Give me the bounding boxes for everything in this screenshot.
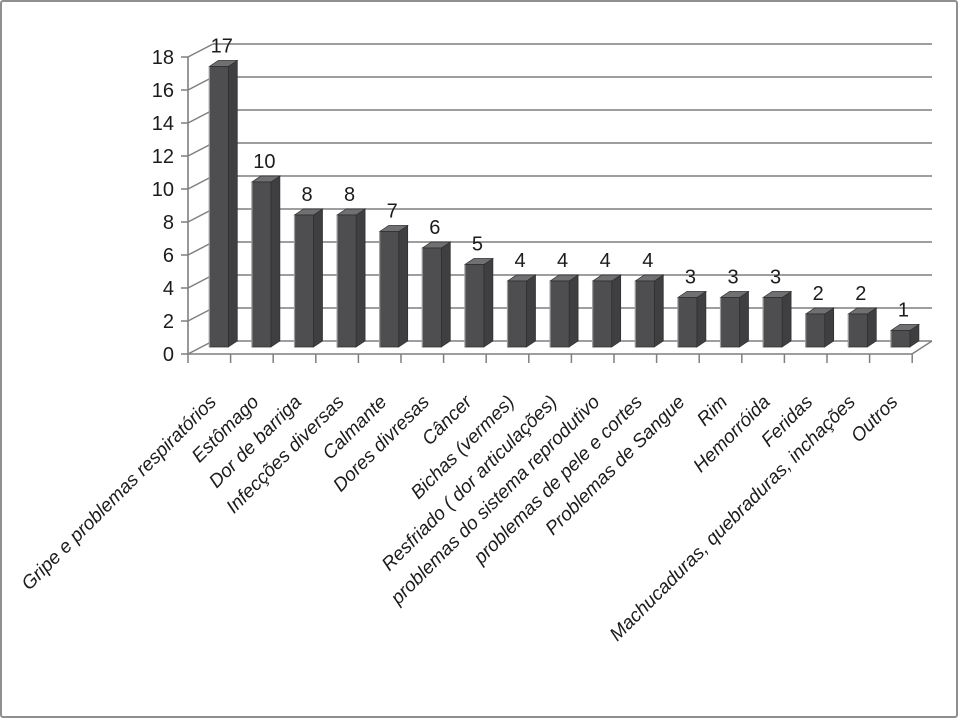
y-tick-label: 4 [163, 278, 174, 300]
bar-side-face [227, 59, 238, 348]
bar-value-label: 2 [855, 283, 866, 305]
bar-front-face [464, 264, 485, 348]
bar-side-face [398, 224, 409, 348]
bar-side-face [313, 208, 323, 348]
y-tick-label: 0 [163, 344, 174, 366]
bar-side-face [526, 274, 536, 348]
bar-value-label: 8 [344, 184, 355, 206]
bar-front-face [294, 214, 314, 348]
bar-front-face [549, 280, 570, 348]
bar-value-label: 1 [898, 300, 909, 322]
y-tick-label: 2 [163, 311, 174, 333]
bar-side-face [483, 257, 494, 348]
bar-front-face [847, 313, 868, 348]
y-tick-label: 18 [152, 47, 174, 69]
bar-value-label: 3 [770, 267, 781, 289]
bar-front-face [421, 247, 442, 348]
bar-value-label: 5 [472, 234, 483, 256]
bar-side-face [824, 307, 835, 348]
bar-front-face [507, 280, 527, 348]
bar-front-face [890, 330, 911, 348]
bar-front-face [379, 231, 400, 348]
bar-value-label: 2 [813, 283, 824, 305]
bar-value-label: 4 [557, 250, 568, 272]
bar-value-label: 17 [211, 36, 233, 58]
bar-side-face [696, 290, 707, 348]
bar-side-face [355, 208, 366, 348]
y-tick-label: 8 [163, 212, 174, 234]
bar-side-face [781, 290, 792, 348]
bar-front-face [336, 214, 357, 348]
bar-value-label: 7 [387, 201, 398, 223]
category-label: Gripe e problemas respiratórios [18, 391, 221, 594]
bar-front-face [677, 297, 698, 348]
bar-front-face [251, 181, 272, 348]
bar-value-label: 3 [727, 267, 738, 289]
bar-value-label: 8 [301, 184, 312, 206]
grid-depth-connector [187, 43, 214, 58]
bar-front-face [805, 313, 826, 348]
bar-side-face [568, 274, 579, 348]
bar-front-face [762, 297, 783, 348]
y-tick-label: 12 [152, 146, 174, 168]
bar-front-face [634, 280, 655, 348]
bar-value-label: 3 [685, 267, 696, 289]
bar-front-face [592, 280, 613, 348]
bar-value-label: 10 [253, 151, 275, 173]
category-label: Outros [847, 391, 903, 447]
bar-side-face [611, 274, 622, 348]
y-tick-label: 10 [152, 179, 174, 201]
y-tick-label: 14 [152, 113, 174, 135]
bar-front-face [208, 66, 229, 348]
bar-side-face [440, 241, 451, 348]
bar-value-label: 4 [642, 250, 653, 272]
bar-value-label: 4 [514, 250, 525, 272]
y-tick-label: 16 [152, 80, 174, 102]
bar-front-face [720, 297, 740, 348]
bar-side-face [653, 274, 664, 348]
bar-value-label: 6 [429, 217, 440, 239]
y-tick-label: 6 [163, 245, 174, 267]
bar-side-face [739, 290, 749, 348]
bar-side-face [866, 307, 877, 348]
floor-right-edge [911, 340, 933, 355]
bar-side-face [270, 175, 281, 348]
bar-value-label: 4 [600, 250, 611, 272]
